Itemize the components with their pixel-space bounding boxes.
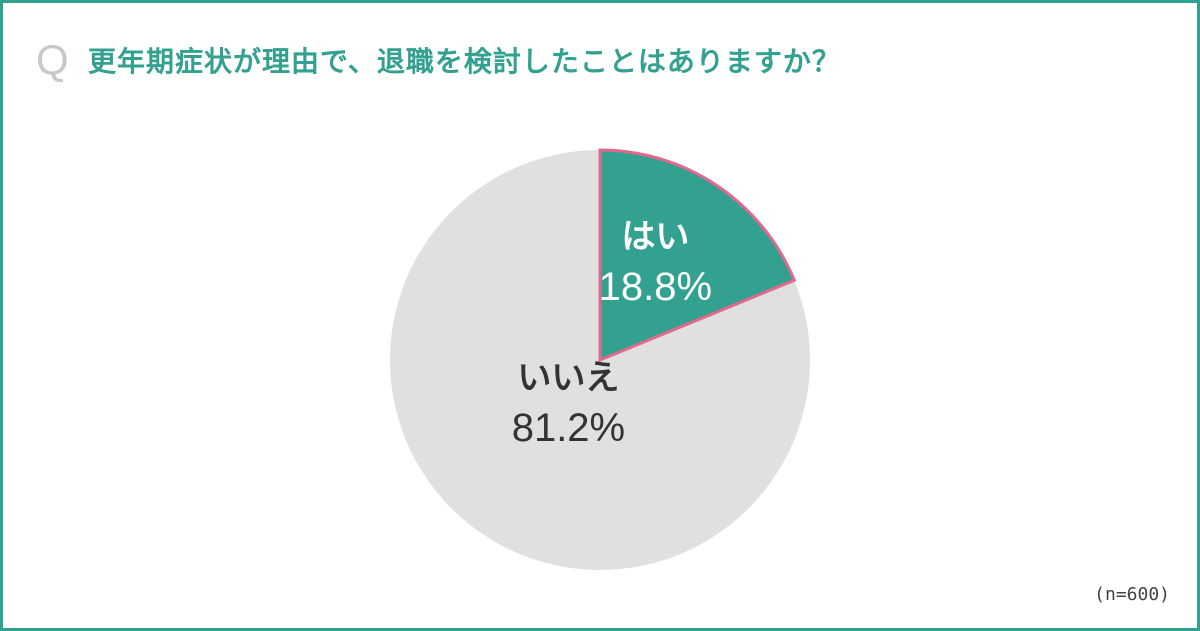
question-title: 更年期症状が理由で、退職を検討したことはありますか？	[88, 45, 841, 78]
question-mark-icon: Q	[36, 36, 69, 83]
slice-label-value: 81.2%	[512, 406, 625, 450]
slice-label-name: はい	[621, 217, 689, 257]
slice-label-value: 18.8%	[599, 265, 712, 309]
pie-slice-はい	[598, 148, 797, 363]
slice-label-name: いいえ	[517, 358, 619, 398]
sample-size-note: (n=600)	[1094, 584, 1170, 605]
